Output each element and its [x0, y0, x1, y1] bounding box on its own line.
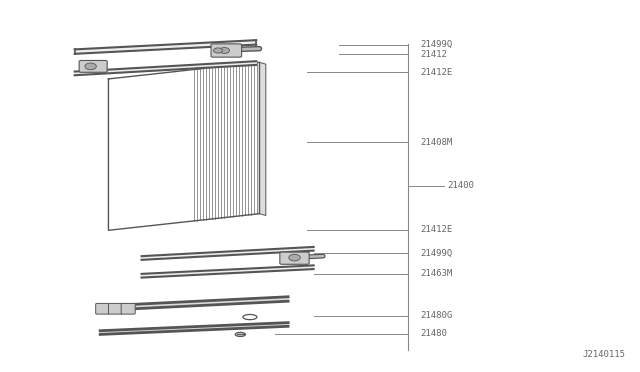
- FancyBboxPatch shape: [96, 304, 109, 314]
- Polygon shape: [100, 323, 288, 334]
- Polygon shape: [75, 40, 256, 54]
- Circle shape: [220, 48, 230, 54]
- Text: 21408M: 21408M: [420, 138, 453, 147]
- FancyBboxPatch shape: [280, 252, 309, 264]
- Text: 21412E: 21412E: [420, 68, 453, 77]
- Polygon shape: [100, 297, 288, 310]
- Text: J2140115: J2140115: [583, 350, 626, 359]
- Polygon shape: [141, 265, 314, 278]
- FancyBboxPatch shape: [121, 304, 135, 314]
- Polygon shape: [75, 61, 256, 75]
- Circle shape: [214, 48, 223, 53]
- Text: 21400: 21400: [447, 182, 474, 190]
- Text: 21480: 21480: [420, 329, 447, 338]
- Text: 21463M: 21463M: [420, 269, 453, 278]
- Text: 21499Q: 21499Q: [420, 40, 453, 49]
- Polygon shape: [141, 247, 314, 260]
- Circle shape: [289, 254, 300, 261]
- Text: 21499Q: 21499Q: [420, 249, 453, 258]
- FancyBboxPatch shape: [79, 61, 107, 72]
- Text: 21480G: 21480G: [420, 311, 453, 320]
- Polygon shape: [259, 62, 266, 215]
- Text: 21412: 21412: [420, 50, 447, 59]
- Text: 21412E: 21412E: [420, 225, 453, 234]
- Circle shape: [85, 63, 97, 70]
- Ellipse shape: [236, 333, 246, 336]
- FancyBboxPatch shape: [211, 44, 242, 57]
- Ellipse shape: [243, 314, 257, 320]
- FancyBboxPatch shape: [108, 304, 122, 314]
